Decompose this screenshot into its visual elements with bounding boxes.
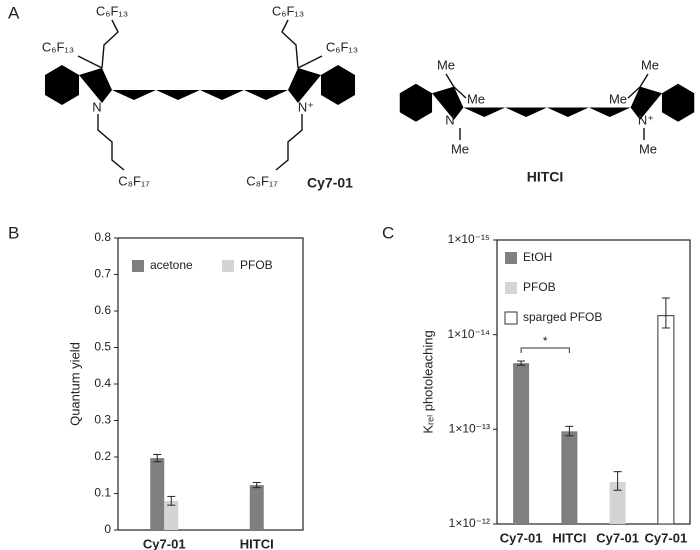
atom-label: Me	[609, 91, 627, 106]
compound-name: HITCI	[527, 169, 564, 185]
x-tick-label: Cy7-01	[596, 530, 639, 545]
atom-label: N	[92, 99, 101, 114]
bar	[561, 431, 578, 524]
y-tick-label: 1×10⁻¹⁵	[448, 232, 490, 246]
y-axis-label: Quantum yield	[67, 342, 82, 426]
legend-swatch	[505, 252, 517, 264]
atom-label: C₆F₁₃	[326, 39, 358, 54]
legend-swatch	[222, 260, 234, 272]
atom-label: Me	[437, 57, 455, 72]
x-tick-label: HITCI	[552, 530, 586, 545]
compound-name: Cy7-01	[307, 175, 353, 191]
atom-label: Me	[641, 57, 659, 72]
structure-hitci	[399, 73, 695, 140]
atom-label: N	[445, 112, 454, 127]
bar	[164, 500, 179, 530]
panel-label: C	[382, 223, 394, 242]
plot-frame	[117, 237, 304, 531]
y-tick-label: 0.3	[94, 413, 111, 427]
atom-label: Me	[467, 91, 485, 106]
y-tick-label: 0.5	[94, 340, 111, 354]
atom-label: N⁺	[298, 99, 314, 114]
atom-label: Me	[451, 141, 469, 156]
legend-label: acetone	[150, 258, 193, 272]
y-tick-label: 0.4	[94, 376, 111, 390]
y-axis-label: Kᵣₑₗ photoleaching	[420, 330, 435, 433]
bar	[657, 315, 675, 525]
significance-bracket	[520, 347, 570, 353]
plot-frame	[496, 239, 691, 525]
x-tick-label: Cy7-01	[143, 536, 186, 550]
y-tick-label: 0.7	[94, 267, 111, 281]
legend-label: EtOH	[523, 250, 552, 264]
legend-swatch	[132, 260, 144, 272]
atom-label: Me	[639, 141, 657, 156]
legend-label: sparged PFOB	[523, 310, 602, 324]
legend-swatch	[505, 282, 517, 294]
atom-label: N⁺	[638, 112, 654, 127]
y-tick-label: 1×10⁻¹²	[449, 516, 490, 530]
legend-label: PFOB	[523, 280, 556, 294]
bar	[609, 481, 626, 524]
structure-cy7-01	[45, 19, 355, 171]
annotation: *	[543, 334, 548, 348]
atom-label: C₈F₁₇	[118, 173, 150, 188]
legend-swatch	[504, 311, 518, 325]
y-tick-label: 0.6	[94, 303, 111, 317]
atom-label: C₆F₁₃	[272, 3, 304, 18]
atom-label: C₆F₁₃	[96, 3, 128, 18]
atom-label: C₆F₁₃	[42, 39, 74, 54]
bar	[513, 363, 530, 524]
x-tick-label: Cy7-01	[645, 530, 688, 545]
bar	[249, 485, 264, 530]
x-tick-label: HITCI	[240, 536, 274, 550]
y-tick-label: 1×10⁻¹³	[449, 422, 490, 436]
bar	[150, 458, 165, 530]
panel-label: B	[8, 223, 19, 242]
y-tick-label: 0.8	[94, 230, 111, 244]
legend-label: PFOB	[240, 258, 273, 272]
y-tick-label: 0.2	[94, 449, 111, 463]
y-tick-label: 0	[104, 522, 111, 536]
y-tick-label: 1×10⁻¹⁴	[447, 327, 490, 341]
atom-label: C₈F₁₇	[246, 173, 278, 188]
x-tick-label: Cy7-01	[500, 530, 543, 545]
y-tick-label: 0.1	[94, 486, 111, 500]
panel-label: A	[8, 3, 20, 22]
